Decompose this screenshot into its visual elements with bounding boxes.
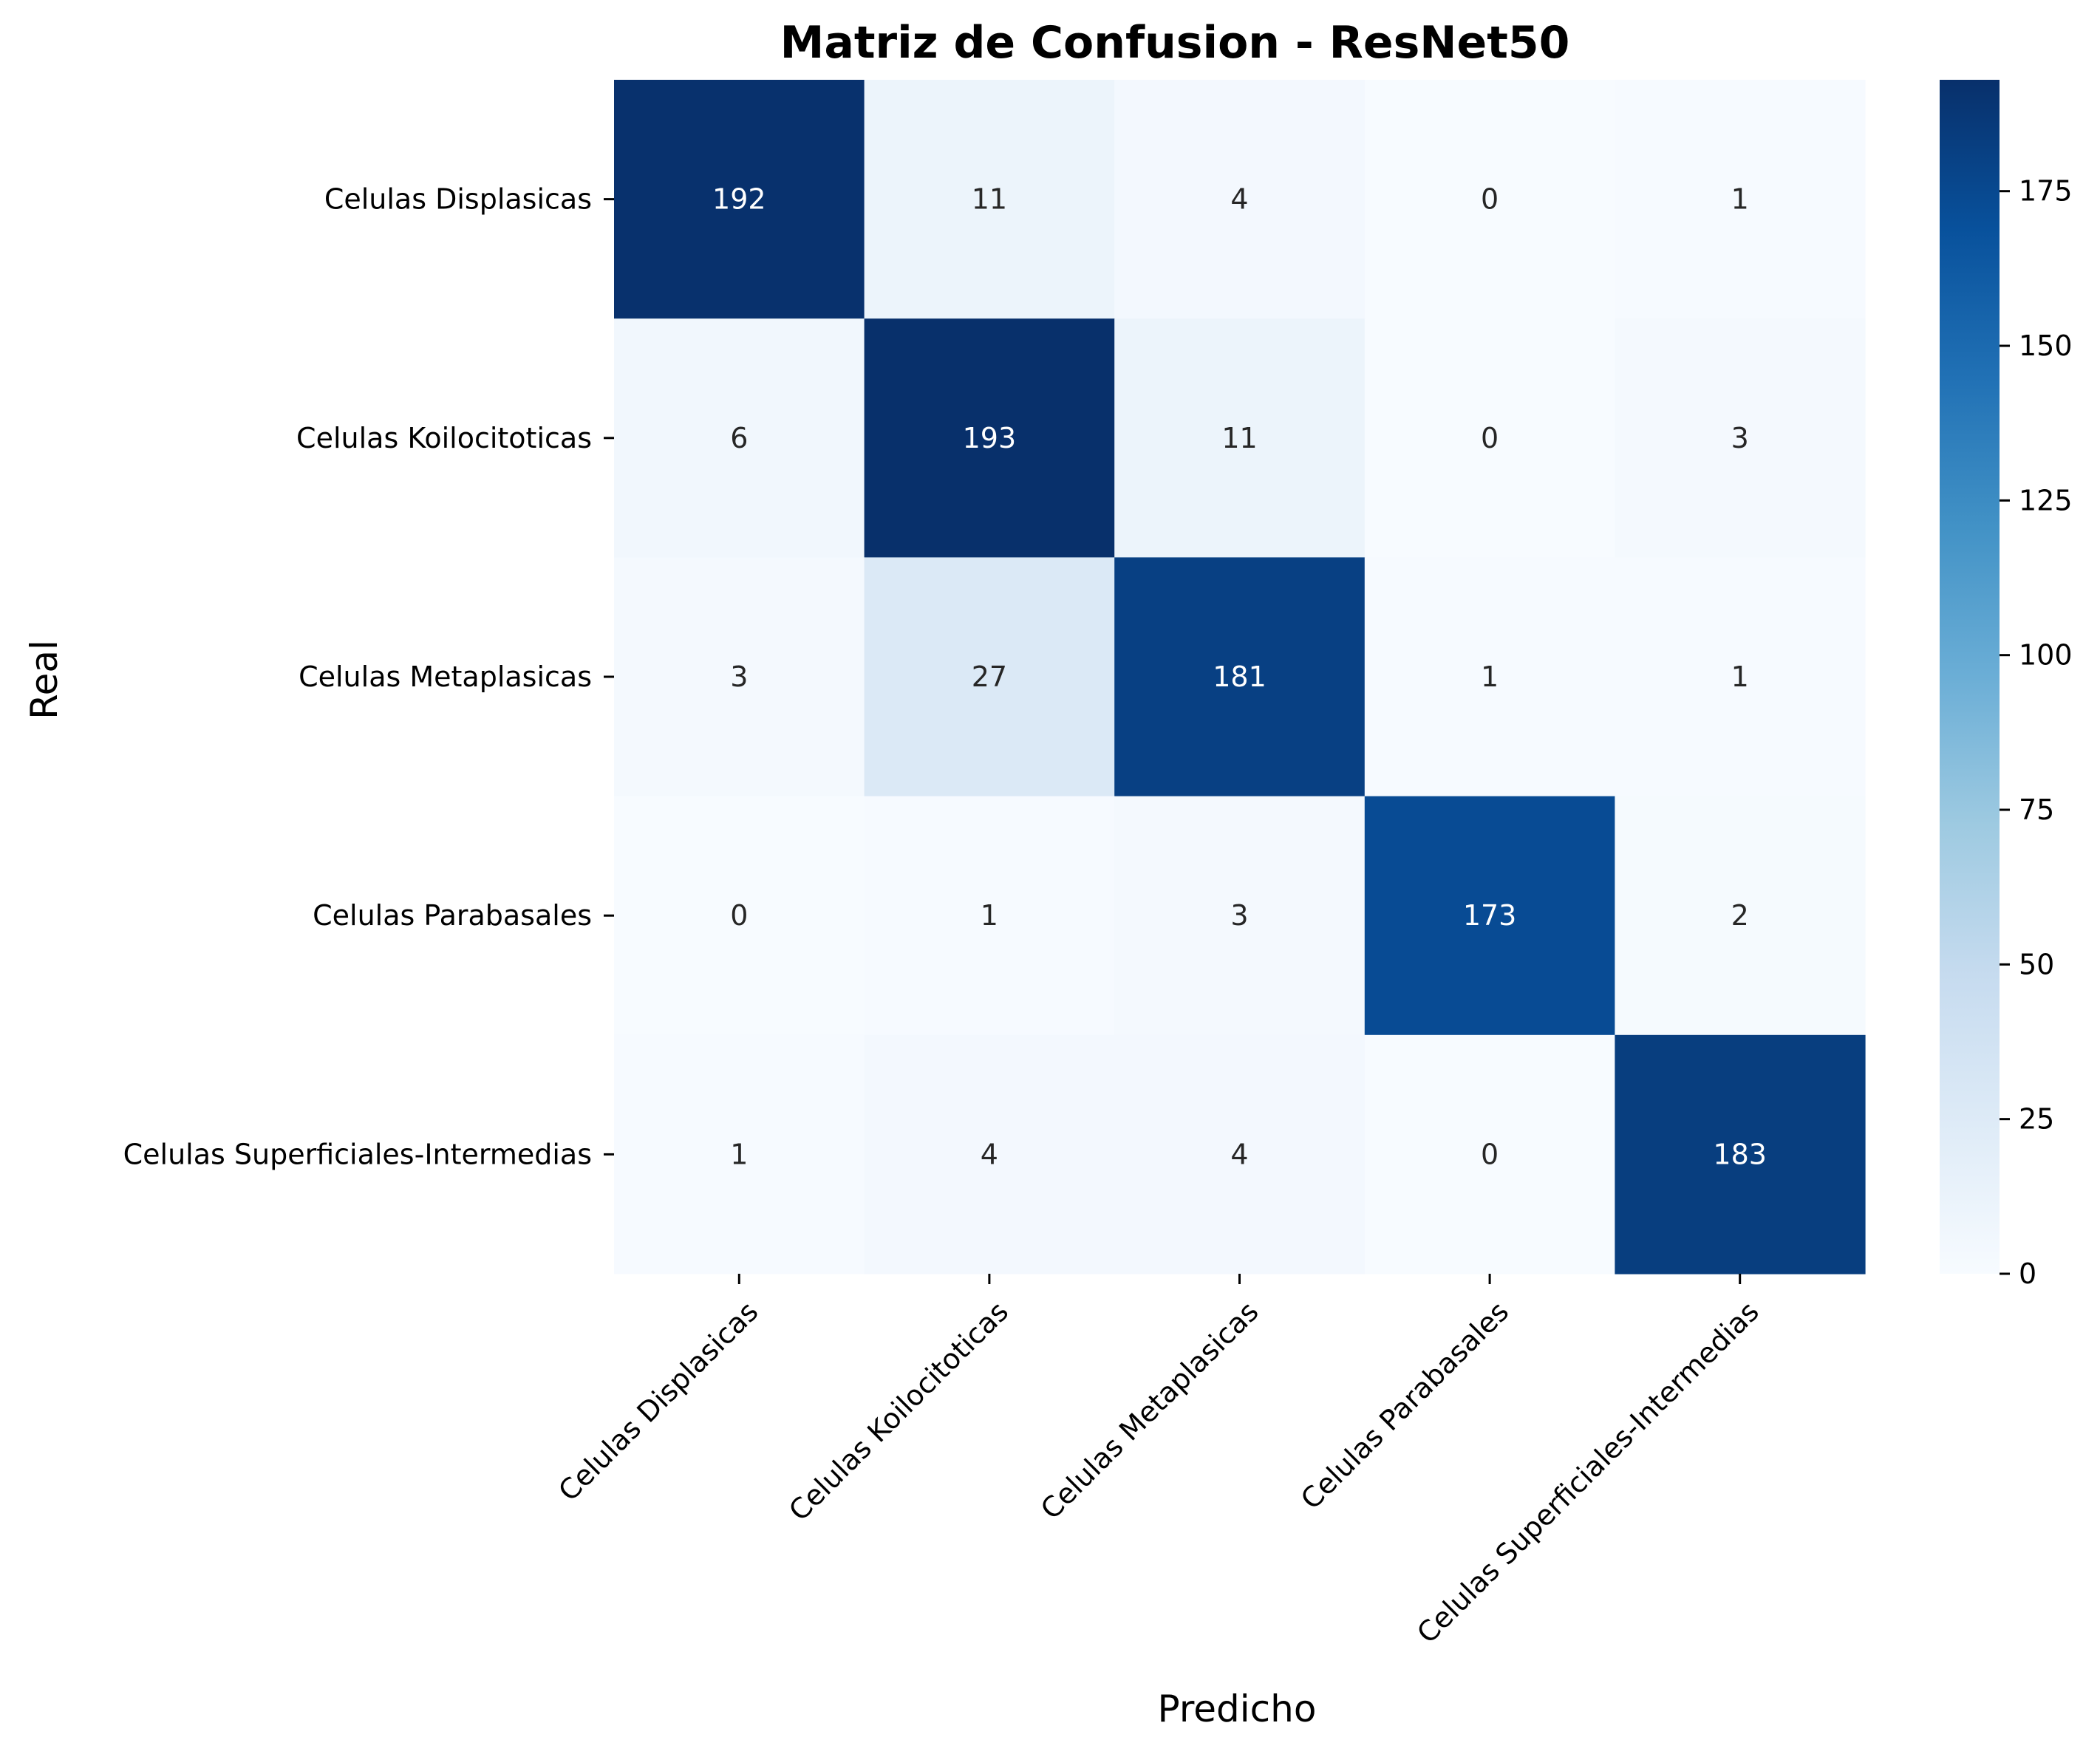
colorbar-tick-label: 125 (2019, 484, 2073, 516)
heatmap-cell (1114, 318, 1366, 558)
y-tick-label: Celulas Parabasales (313, 899, 592, 932)
heatmap-cell-value: 173 (1463, 899, 1517, 932)
colorbar-tick-label: 0 (2019, 1258, 2036, 1290)
heatmap-cell (614, 796, 865, 1036)
heatmap-cell (864, 557, 1115, 797)
y-tick-label: Celulas Metaplasicas (299, 661, 592, 693)
heatmap-cell (864, 318, 1115, 558)
heatmap-cell-value: 27 (972, 661, 1007, 693)
heatmap-cell (1114, 80, 1366, 319)
heatmap-cell (1615, 557, 1866, 797)
chart-title: Matriz de Confusion - ResNet50 (780, 17, 1570, 69)
colorbar-gradient (1940, 80, 2000, 1274)
heatmap-cell (1364, 796, 1615, 1036)
heatmap-cell-value: 1 (730, 1138, 748, 1170)
heatmap-cells (614, 80, 1866, 1274)
y-tick-label: Celulas Displasicas (324, 183, 592, 216)
colorbar-tick-label: 150 (2019, 330, 2073, 362)
heatmap-cell-value: 4 (1230, 183, 1248, 216)
heatmap-cell-value: 0 (1481, 1138, 1499, 1170)
y-axis-label: Real (23, 640, 66, 720)
heatmap-cell-value: 11 (972, 183, 1007, 216)
heatmap-cell-value: 6 (730, 422, 748, 454)
heatmap-cell (1615, 80, 1866, 319)
heatmap-cell-value: 0 (1481, 422, 1499, 454)
heatmap-cell-value: 1 (981, 899, 998, 932)
heatmap-cell (1615, 1034, 1866, 1274)
heatmap-cell (864, 1034, 1115, 1274)
x-axis-label: Predicho (1158, 1688, 1317, 1730)
colorbar-tick-label: 175 (2019, 175, 2073, 208)
heatmap-cell (1364, 557, 1615, 797)
heatmap-cell-value: 1 (1481, 661, 1499, 693)
heatmap-cell (1364, 1034, 1615, 1274)
y-tick-label: Celulas Koilocitoticas (296, 422, 592, 454)
heatmap-cell (614, 80, 865, 319)
colorbar-tick-label: 50 (2019, 948, 2054, 980)
heatmap-cell (1615, 318, 1866, 558)
heatmap-cell (614, 318, 865, 558)
heatmap-cell (1114, 796, 1366, 1036)
heatmap-cell (614, 557, 865, 797)
heatmap-cell (864, 80, 1115, 319)
heatmap-cell (1364, 318, 1615, 558)
heatmap-cell-value: 0 (730, 899, 748, 932)
heatmap-cell-value: 3 (730, 661, 748, 693)
heatmap-cell-value: 4 (981, 1138, 998, 1170)
colorbar-tick-label: 100 (2019, 639, 2073, 672)
colorbar: 0 25 50 75 100 125 150 175 (1940, 80, 2073, 1290)
heatmap-cell-value: 11 (1221, 422, 1257, 454)
heatmap-cell (1364, 80, 1615, 319)
colorbar-tick-label: 25 (2019, 1103, 2054, 1136)
y-tick-label: Celulas Superficiales-Intermedias (123, 1138, 592, 1170)
heatmap-cell (864, 796, 1115, 1036)
heatmap-cell-value: 183 (1713, 1138, 1767, 1170)
y-axis: Celulas Displasicas Celulas Koilocitotica… (123, 183, 614, 1170)
heatmap-cell-value: 0 (1481, 183, 1499, 216)
heatmap-cell-value: 193 (963, 422, 1017, 454)
heatmap-cell-value: 3 (1230, 899, 1248, 932)
heatmap-cell (1615, 796, 1866, 1036)
heatmap-cell (1114, 557, 1366, 797)
heatmap-cell-value: 4 (1230, 1138, 1248, 1170)
heatmap-cell-value: 1 (1731, 661, 1749, 693)
colorbar-tick-label: 75 (2019, 794, 2054, 826)
heatmap-cell-labels: 192 11 4 0 16 193 11 0 33 27 181 1 10 1 3 173 21 4 4 0 183 (712, 183, 1767, 1171)
heatmap-cell-value: 2 (1731, 899, 1749, 932)
heatmap-cell-value: 181 (1213, 661, 1267, 693)
heatmap-cell (1114, 1034, 1366, 1274)
heatmap-cell-value: 1 (1731, 183, 1749, 216)
heatmap-cell (614, 1034, 865, 1274)
heatmap-cell-value: 192 (712, 183, 766, 216)
heatmap-cell-value: 3 (1731, 422, 1749, 454)
